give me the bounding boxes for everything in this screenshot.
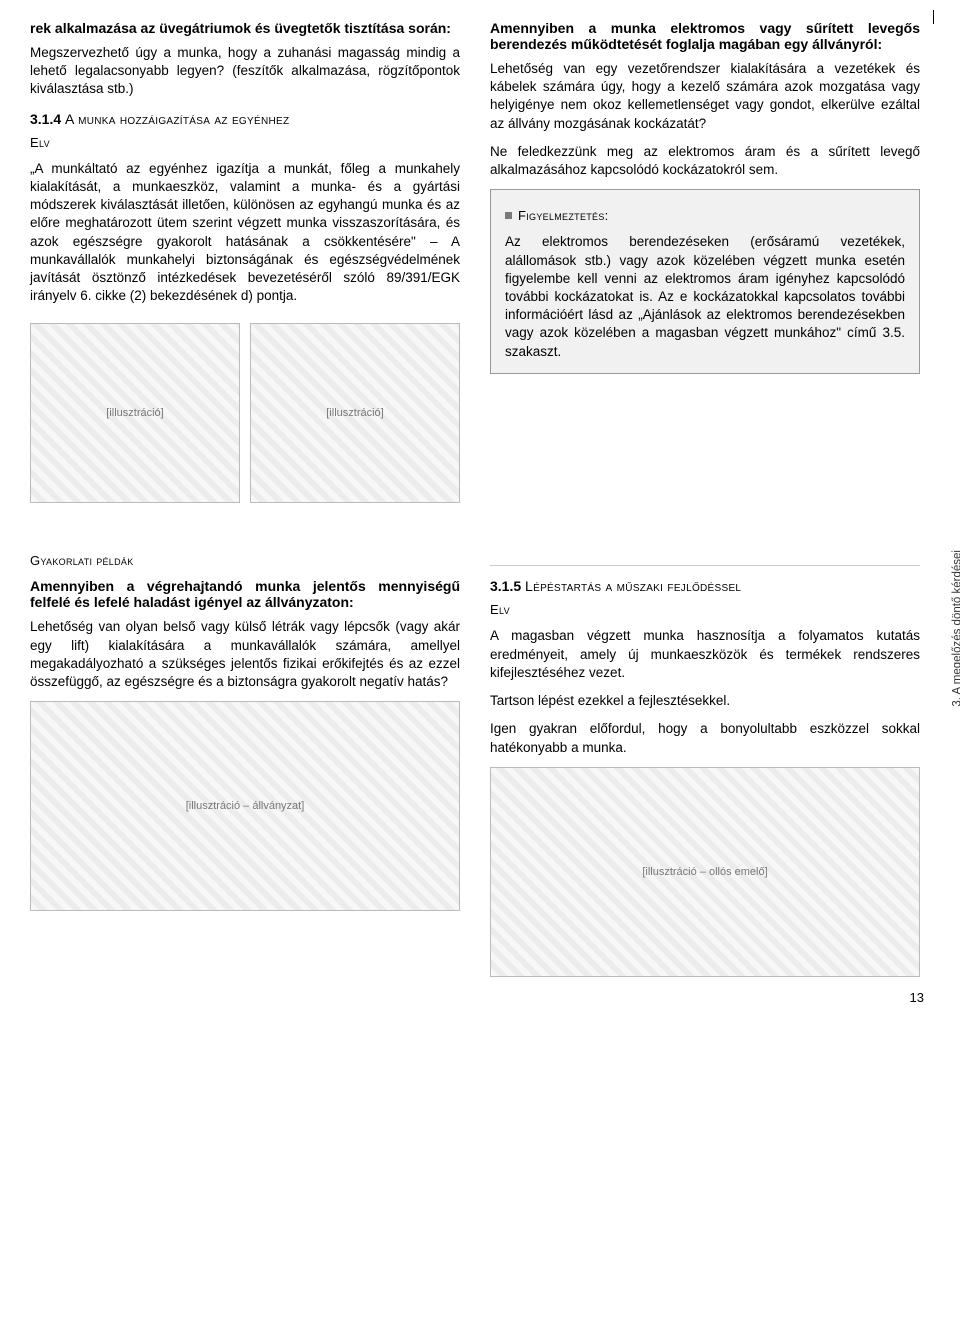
left-figure-row: [illusztráció] [illusztráció] bbox=[30, 315, 460, 517]
section-divider bbox=[490, 565, 920, 566]
left-p3-body: Lehetőség van olyan belső vagy külső lét… bbox=[30, 618, 460, 691]
left-column-lower: Gyakorlati példák Amennyiben a végrehajt… bbox=[30, 547, 460, 990]
section-314-number: 3.1.4 bbox=[30, 111, 61, 127]
lower-columns: Gyakorlati példák Amennyiben a végrehajt… bbox=[30, 547, 920, 990]
section-315-title: Lépéstartás a műszaki fejlődéssel bbox=[525, 578, 741, 594]
right-lead-bold: Amennyiben a munka elektromos vagy sűrít… bbox=[490, 20, 920, 52]
right-lead-body: Lehetőség van egy vezetőrendszer kialakí… bbox=[490, 60, 920, 133]
left-figure-1b: [illusztráció] bbox=[250, 323, 460, 503]
left-figure-1a: [illusztráció] bbox=[30, 323, 240, 503]
section-314-heading: 3.1.4 A munka hozzáigazítása az egyénhez bbox=[30, 111, 460, 127]
upper-columns: rek alkalmazása az üvegátriumok és üvegt… bbox=[30, 20, 920, 517]
elv-label-right: Elv bbox=[490, 602, 920, 617]
right-para2: Ne feledkezzünk meg az elektromos áram é… bbox=[490, 143, 920, 179]
section-315-number: 3.1.5 bbox=[490, 578, 521, 594]
warning-label: Figyelmeztetés: bbox=[505, 208, 905, 223]
left-column-upper: rek alkalmazása az üvegátriumok és üvegt… bbox=[30, 20, 460, 517]
warning-label-text: Figyelmeztetés: bbox=[518, 208, 609, 223]
section-315-heading: 3.1.5 Lépéstartás a műszaki fejlődéssel bbox=[490, 578, 920, 594]
left-figure-scaffold: [illusztráció – állványzat] bbox=[30, 701, 460, 911]
margin-section-title: 3. A megelőzés döntő kérdései bbox=[952, 550, 960, 707]
warning-bullet-icon bbox=[505, 212, 512, 219]
left-elv-body: „A munkáltató az egyénhez igazítja a mun… bbox=[30, 160, 460, 306]
warning-box: Figyelmeztetés: Az elektromos berendezés… bbox=[490, 189, 920, 374]
left-lead-body: Megszervezhető úgy a munka, hogy a zuhan… bbox=[30, 44, 460, 99]
right-column-upper: Amennyiben a munka elektromos vagy sűrít… bbox=[490, 20, 920, 517]
elv-label-left: Elv bbox=[30, 135, 460, 150]
right-figure-scissor-lift: [illusztráció – ollós emelő] bbox=[490, 767, 920, 977]
right-column-lower: 3.1.5 Lépéstartás a műszaki fejlődéssel … bbox=[490, 547, 920, 990]
warning-body: Az elektromos berendezéseken (erősáramú … bbox=[505, 233, 905, 361]
page-top-marker bbox=[933, 10, 934, 24]
gyak-label: Gyakorlati példák bbox=[30, 553, 460, 568]
right-p3: A magasban végzett munka hasznosítja a f… bbox=[490, 627, 920, 682]
right-p4: Tartson lépést ezekkel a fejlesztésekkel… bbox=[490, 692, 920, 710]
left-lead-bold: rek alkalmazása az üvegátriumok és üvegt… bbox=[30, 20, 460, 36]
page-number: 13 bbox=[910, 990, 924, 1005]
section-314-title: A munka hozzáigazítása az egyénhez bbox=[65, 111, 289, 127]
right-p5: Igen gyakran előfordul, hogy a bonyolult… bbox=[490, 720, 920, 756]
left-p3-bold: Amennyiben a végrehajtandó munka jelentő… bbox=[30, 578, 460, 610]
